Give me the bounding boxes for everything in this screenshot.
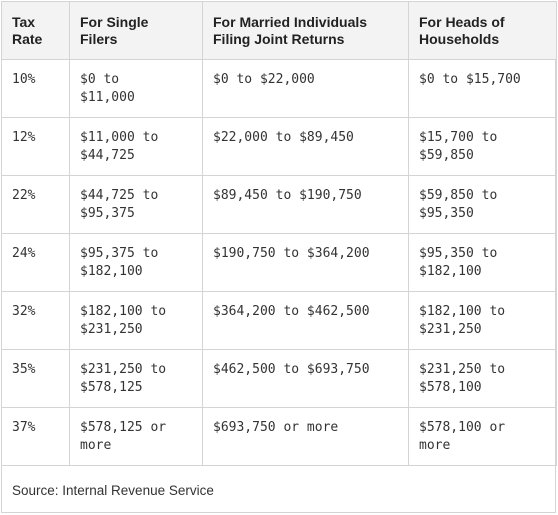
cell-line: $0 to $22,000 [213, 72, 315, 87]
cell-married-joint: $462,500 to $693,750 [202, 349, 409, 408]
table-row: 22% $44,725 to $95,375 $89,450 to $190,750 $… [1, 175, 557, 234]
cell-heads-of-households: $0 to $15,700 [408, 59, 557, 118]
cell-line: $95,375 [80, 206, 135, 221]
source-note: Source: Internal Revenue Service [12, 483, 214, 498]
header-heads-of-households: For Heads of Households [408, 1, 557, 60]
cell-line: $578,100 [419, 380, 482, 395]
cell-tax-rate: 37% [1, 407, 70, 466]
header-single-filers: For Single Filers [69, 1, 203, 60]
table-row: 35% $231,250 to $578,125 $462,500 to $693,7… [1, 349, 557, 408]
cell-line: $95,375 to [80, 246, 159, 261]
header-line: Filers [80, 31, 118, 47]
cell-heads-of-households: $578,100 or more [408, 407, 557, 466]
cell-heads-of-households: $59,850 to $95,350 [408, 175, 557, 234]
tax-bracket-table: Tax Rate For Single Filers For Married I… [1, 1, 557, 466]
cell-line: $578,125 [80, 380, 143, 395]
cell-line: $182,100 to [419, 304, 506, 319]
table-row: 32% $182,100 to $231,250 $364,200 to $462,5… [1, 291, 557, 350]
cell-line: $231,250 to [419, 362, 506, 377]
header-line: Tax [12, 14, 36, 30]
cell-single-filers: $44,725 to $95,375 [69, 175, 203, 234]
cell-line: $95,350 to [419, 246, 498, 261]
header-married-joint: For Married Individuals Filing Joint Ret… [202, 1, 409, 60]
cell-heads-of-households: $182,100 to $231,250 [408, 291, 557, 350]
cell-line: $44,725 [80, 148, 135, 163]
cell-line: $462,500 to $693,750 [213, 362, 370, 377]
cell-line: $231,250 [419, 322, 482, 337]
cell-married-joint: $693,750 or more [202, 407, 409, 466]
header-line: For Heads of [419, 14, 505, 30]
cell-heads-of-households: $15,700 to $59,850 [408, 117, 557, 176]
table-body: 10% $0 to $11,000 $0 to $22,000 $0 to $15,70… [1, 59, 557, 466]
cell-married-joint: $364,200 to $462,500 [202, 291, 409, 350]
cell-tax-rate: 22% [1, 175, 70, 234]
cell-single-filers: $578,125 or more [69, 407, 203, 466]
cell-line: $59,850 [419, 148, 474, 163]
cell-tax-rate: 10% [1, 59, 70, 118]
cell-line: $59,850 to [419, 188, 498, 203]
cell-line: $11,000 [80, 90, 135, 105]
header-line: Rate [12, 31, 43, 47]
header-line: Households [419, 31, 500, 47]
cell-married-joint: $22,000 to $89,450 [202, 117, 409, 176]
header-line: For Single [80, 14, 149, 30]
cell-line: $95,350 [419, 206, 474, 221]
table-row: 37% $578,125 or more $693,750 or more $578,1… [1, 407, 557, 466]
cell-tax-rate: 32% [1, 291, 70, 350]
header-line: For Married Individuals [213, 14, 368, 30]
cell-line: $89,450 to $190,750 [213, 188, 362, 203]
cell-single-filers: $0 to $11,000 [69, 59, 203, 118]
cell-line: $182,100 [80, 264, 143, 279]
cell-line: $44,725 to [80, 188, 159, 203]
cell-line: $578,125 or [80, 420, 167, 435]
cell-married-joint: $190,750 to $364,200 [202, 233, 409, 292]
cell-single-filers: $231,250 to $578,125 [69, 349, 203, 408]
cell-heads-of-households: $95,350 to $182,100 [408, 233, 557, 292]
cell-line: $364,200 to $462,500 [213, 304, 370, 319]
header-line: Filing Joint Returns [213, 31, 345, 47]
cell-line: $693,750 or more [213, 420, 339, 435]
cell-line: $182,100 to [80, 304, 167, 319]
cell-line: $15,700 to [419, 130, 498, 145]
cell-tax-rate: 12% [1, 117, 70, 176]
cell-line: $231,250 [80, 322, 143, 337]
cell-line: $182,100 [419, 264, 482, 279]
table-row: 24% $95,375 to $182,100 $190,750 to $364,20… [1, 233, 557, 292]
cell-single-filers: $11,000 to $44,725 [69, 117, 203, 176]
cell-tax-rate: 24% [1, 233, 70, 292]
header-tax-rate: Tax Rate [1, 1, 70, 60]
cell-married-joint: $0 to $22,000 [202, 59, 409, 118]
cell-line: $22,000 to $89,450 [213, 130, 354, 145]
table-row: 10% $0 to $11,000 $0 to $22,000 $0 to $15,70… [1, 59, 557, 118]
cell-single-filers: $182,100 to $231,250 [69, 291, 203, 350]
cell-tax-rate: 35% [1, 349, 70, 408]
cell-heads-of-households: $231,250 to $578,100 [408, 349, 557, 408]
cell-line: $190,750 to $364,200 [213, 246, 370, 261]
cell-line: $578,100 or [419, 420, 506, 435]
cell-married-joint: $89,450 to $190,750 [202, 175, 409, 234]
cell-line: $11,000 to [80, 130, 159, 145]
cell-line: more [419, 438, 451, 453]
cell-line: $0 to [80, 72, 120, 87]
cell-line: $231,250 to [80, 362, 167, 377]
cell-line: more [80, 438, 112, 453]
table-row: 12% $11,000 to $44,725 $22,000 to $89,450 $1… [1, 117, 557, 176]
table-header-row: Tax Rate For Single Filers For Married I… [1, 1, 557, 60]
cell-single-filers: $95,375 to $182,100 [69, 233, 203, 292]
cell-line: $0 to $15,700 [419, 72, 521, 87]
